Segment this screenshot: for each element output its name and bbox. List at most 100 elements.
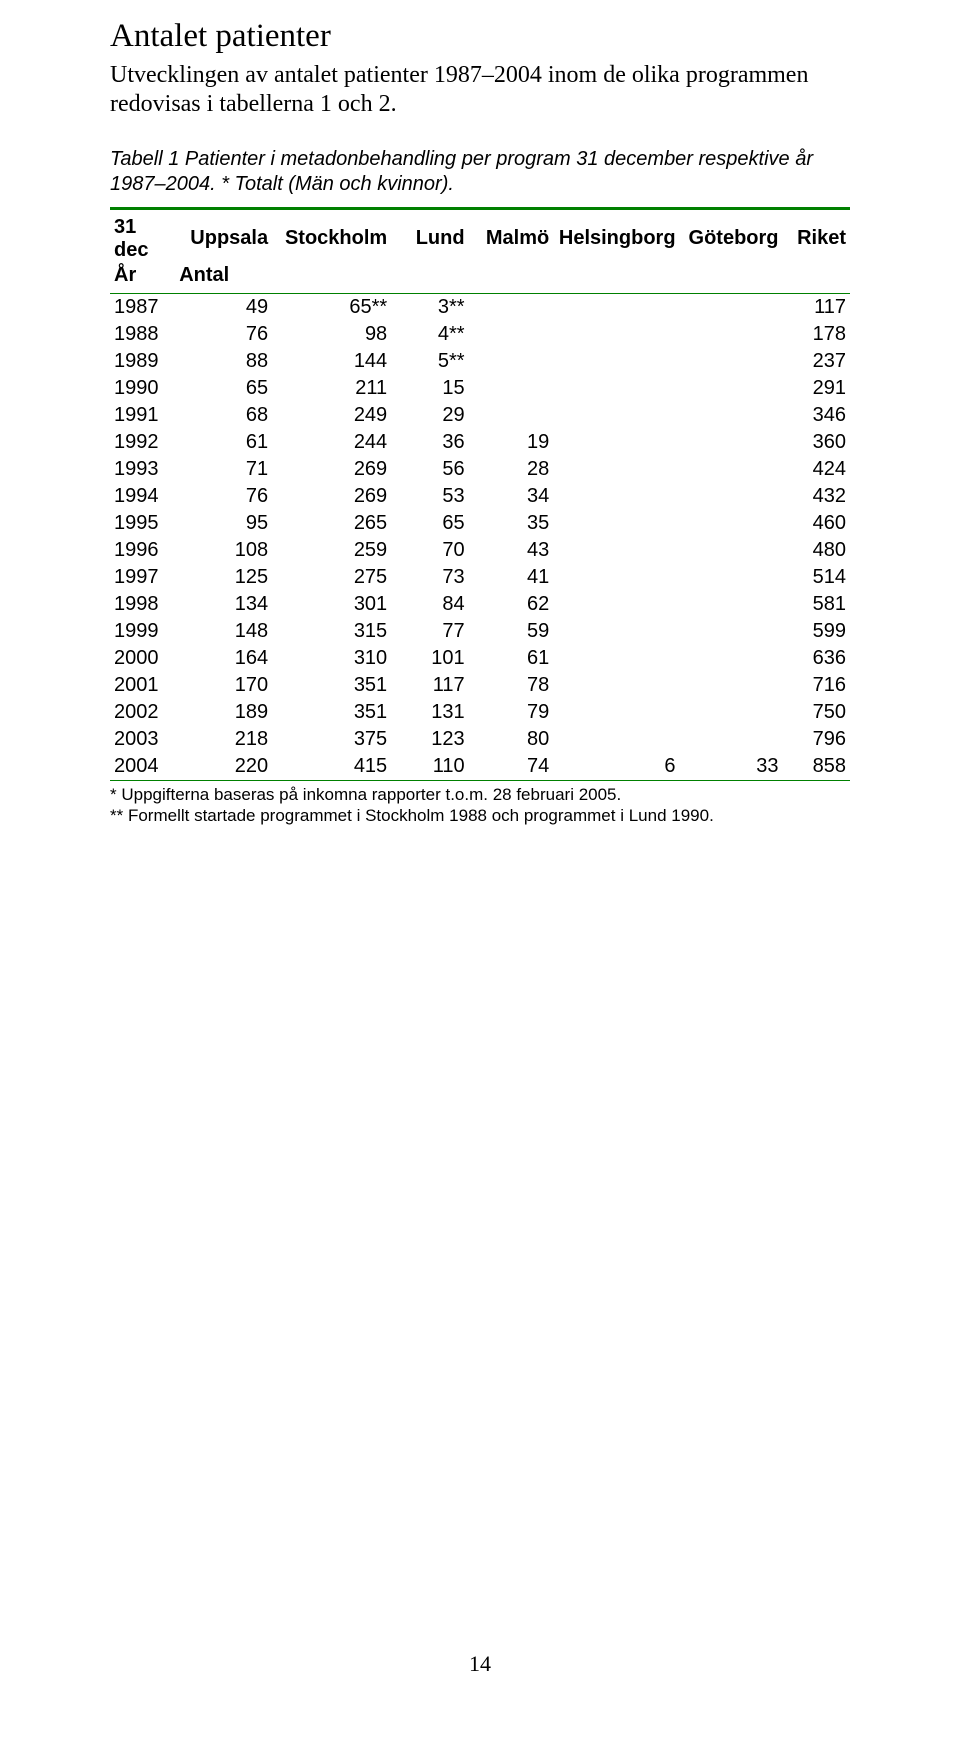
table-cell: 249 (272, 402, 391, 429)
table-cell: 71 (175, 456, 272, 483)
table-cell: 1989 (110, 348, 175, 375)
th-malmo: Malmö (469, 208, 554, 264)
table-cell: 220 (175, 753, 272, 781)
table-row: 1994762695334432 (110, 483, 850, 510)
intro-paragraph: Utvecklingen av antalet patienter 1987–2… (110, 61, 850, 119)
table-cell (553, 537, 679, 564)
table-cell (553, 456, 679, 483)
table-cell: 351 (272, 699, 391, 726)
table-cell: 1993 (110, 456, 175, 483)
table-cell (680, 456, 783, 483)
table-cell (680, 645, 783, 672)
table-cell: 125 (175, 564, 272, 591)
table-cell (553, 375, 679, 402)
table-cell (469, 348, 554, 375)
table-cell: 237 (783, 348, 850, 375)
table-cell: 148 (175, 618, 272, 645)
table-cell (469, 402, 554, 429)
table-cell: 34 (469, 483, 554, 510)
th-goteborg: Göteborg (680, 208, 783, 264)
table-row: 1995952656535460 (110, 510, 850, 537)
table-cell: 716 (783, 672, 850, 699)
table-row: 1992612443619360 (110, 429, 850, 456)
table-cell: 3** (391, 293, 468, 321)
table-cell: 218 (175, 726, 272, 753)
table-cell: 61 (175, 429, 272, 456)
table-row: 200016431010161636 (110, 645, 850, 672)
th-stockholm: Stockholm (272, 208, 391, 264)
table-cell: 131 (391, 699, 468, 726)
table-cell (553, 699, 679, 726)
table-cell: 6 (553, 753, 679, 781)
table-row: 19961082597043480 (110, 537, 850, 564)
table-cell: 360 (783, 429, 850, 456)
table-row: 200218935113179750 (110, 699, 850, 726)
table-row: 1989881445** 237 (110, 348, 850, 375)
table-cell: 76 (175, 483, 272, 510)
table-cell: 68 (175, 402, 272, 429)
table-cell (553, 591, 679, 618)
table-cell: 41 (469, 564, 554, 591)
table-cell: 480 (783, 537, 850, 564)
table-cell: 750 (783, 699, 850, 726)
table-row: 19971252757341514 (110, 564, 850, 591)
table-cell (553, 564, 679, 591)
footnote-2: ** Formellt startade programmet i Stockh… (110, 805, 850, 826)
table-row: 19874965**3**117 (110, 293, 850, 321)
table-cell (553, 402, 679, 429)
table-cell: 98 (272, 321, 391, 348)
table-cell: 636 (783, 645, 850, 672)
table-cell: 1999 (110, 618, 175, 645)
table-cell: 315 (272, 618, 391, 645)
table-cell: 310 (272, 645, 391, 672)
table-cell: 15 (391, 375, 468, 402)
table-cell: 1992 (110, 429, 175, 456)
table-cell (553, 618, 679, 645)
table-cell: 80 (469, 726, 554, 753)
table-cell: 415 (272, 753, 391, 781)
table-cell: 43 (469, 537, 554, 564)
table-cell: 108 (175, 537, 272, 564)
table-cell: 301 (272, 591, 391, 618)
table-cell: 88 (175, 348, 272, 375)
table-cell: 59 (469, 618, 554, 645)
table-cell: 259 (272, 537, 391, 564)
th-antal: Antal (175, 264, 272, 294)
table-cell: 74 (469, 753, 554, 781)
table-cell: 77 (391, 618, 468, 645)
table-cell: 164 (175, 645, 272, 672)
table-cell: 375 (272, 726, 391, 753)
table-cell: 2003 (110, 726, 175, 753)
table-cell: 5** (391, 348, 468, 375)
table-cell: 79 (469, 699, 554, 726)
table-cell (680, 591, 783, 618)
table-cell: 2002 (110, 699, 175, 726)
footnote-1: * Uppgifterna baseras på inkomna rapport… (110, 784, 850, 805)
th-uppsala: Uppsala (175, 208, 272, 264)
table-cell (553, 348, 679, 375)
table-cell: 101 (391, 645, 468, 672)
th-ar: År (110, 264, 175, 294)
table-cell (553, 483, 679, 510)
table-cell: 265 (272, 510, 391, 537)
table-row: 19981343018462581 (110, 591, 850, 618)
table-cell: 291 (783, 375, 850, 402)
table-cell: 19 (469, 429, 554, 456)
table-cell (553, 726, 679, 753)
table-cell: 858 (783, 753, 850, 781)
table-cell: 432 (783, 483, 850, 510)
table-cell: 211 (272, 375, 391, 402)
table-cell: 95 (175, 510, 272, 537)
table-cell: 56 (391, 456, 468, 483)
table-cell: 73 (391, 564, 468, 591)
table-caption: Tabell 1 Patienter i metadonbehandling p… (110, 147, 850, 197)
table-cell (680, 726, 783, 753)
table-header-row-2: År Antal (110, 264, 850, 294)
th-helsingborg: Helsingborg (553, 208, 679, 264)
table-cell: 144 (272, 348, 391, 375)
table-cell (680, 672, 783, 699)
table-cell (680, 483, 783, 510)
table-cell: 796 (783, 726, 850, 753)
table-cell: 460 (783, 510, 850, 537)
table-cell: 1995 (110, 510, 175, 537)
